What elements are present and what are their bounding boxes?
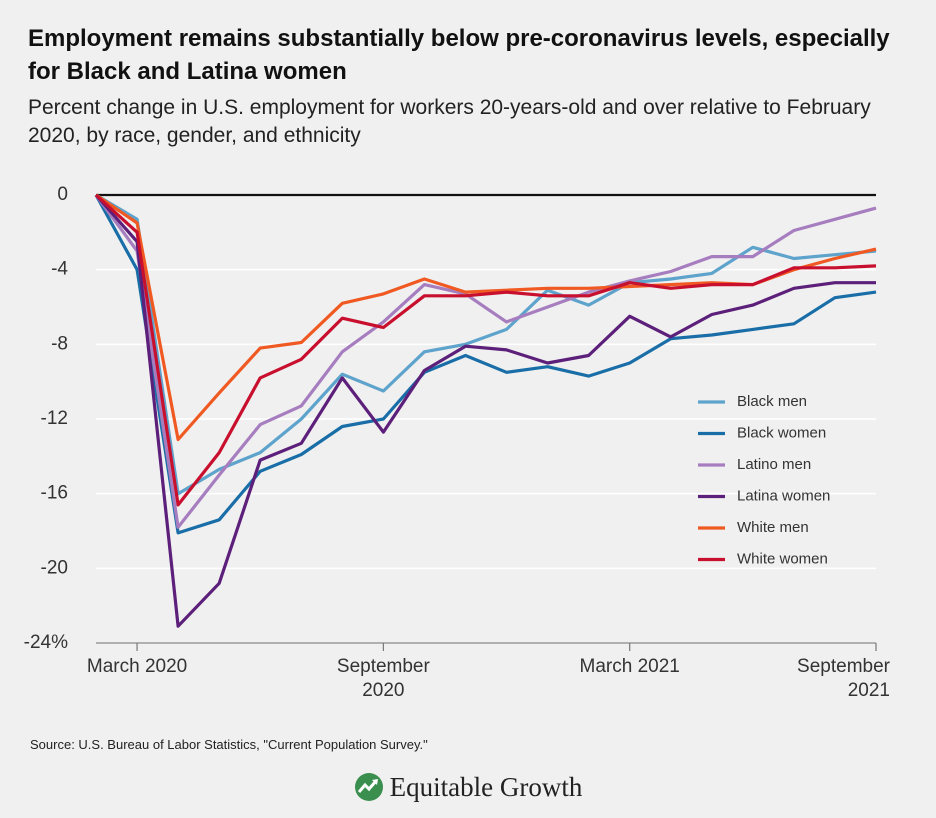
y-tick-label: -16 [41,483,68,504]
logo-icon [354,773,383,801]
logo: Equitable Growth [0,772,936,803]
y-tick-label: -12 [41,408,68,429]
legend-label: Black women [737,424,826,441]
legend-label: Latina women [737,487,830,504]
series-line [94,194,877,529]
x-tick-label: March 2021 [580,656,680,677]
series-line [94,194,877,535]
y-tick-label: -24% [24,632,68,653]
x-tick-label: September 2020 [337,656,431,701]
y-tick-label: -20 [41,557,68,578]
logo-text: Equitable Growth [389,772,583,802]
series-line [94,193,877,507]
y-tick-label: -4 [51,259,68,280]
x-tick-label: March 2020 [87,656,187,677]
legend-label: Latino men [737,456,811,473]
series-line [94,193,876,628]
x-tick-label: September 2021 [797,656,891,701]
chart-title: Employment remains substantially below p… [28,25,890,85]
legend-label: Black men [737,393,807,410]
y-tick-label: -8 [51,333,68,354]
legend-label: White women [737,550,828,567]
chart-subtitle: Percent change in U.S. employment for wo… [28,96,871,147]
y-tick-label: 0 [57,184,68,205]
source-note: Source: U.S. Bureau of Labor Statistics,… [30,737,428,752]
legend-label: White men [737,519,809,536]
